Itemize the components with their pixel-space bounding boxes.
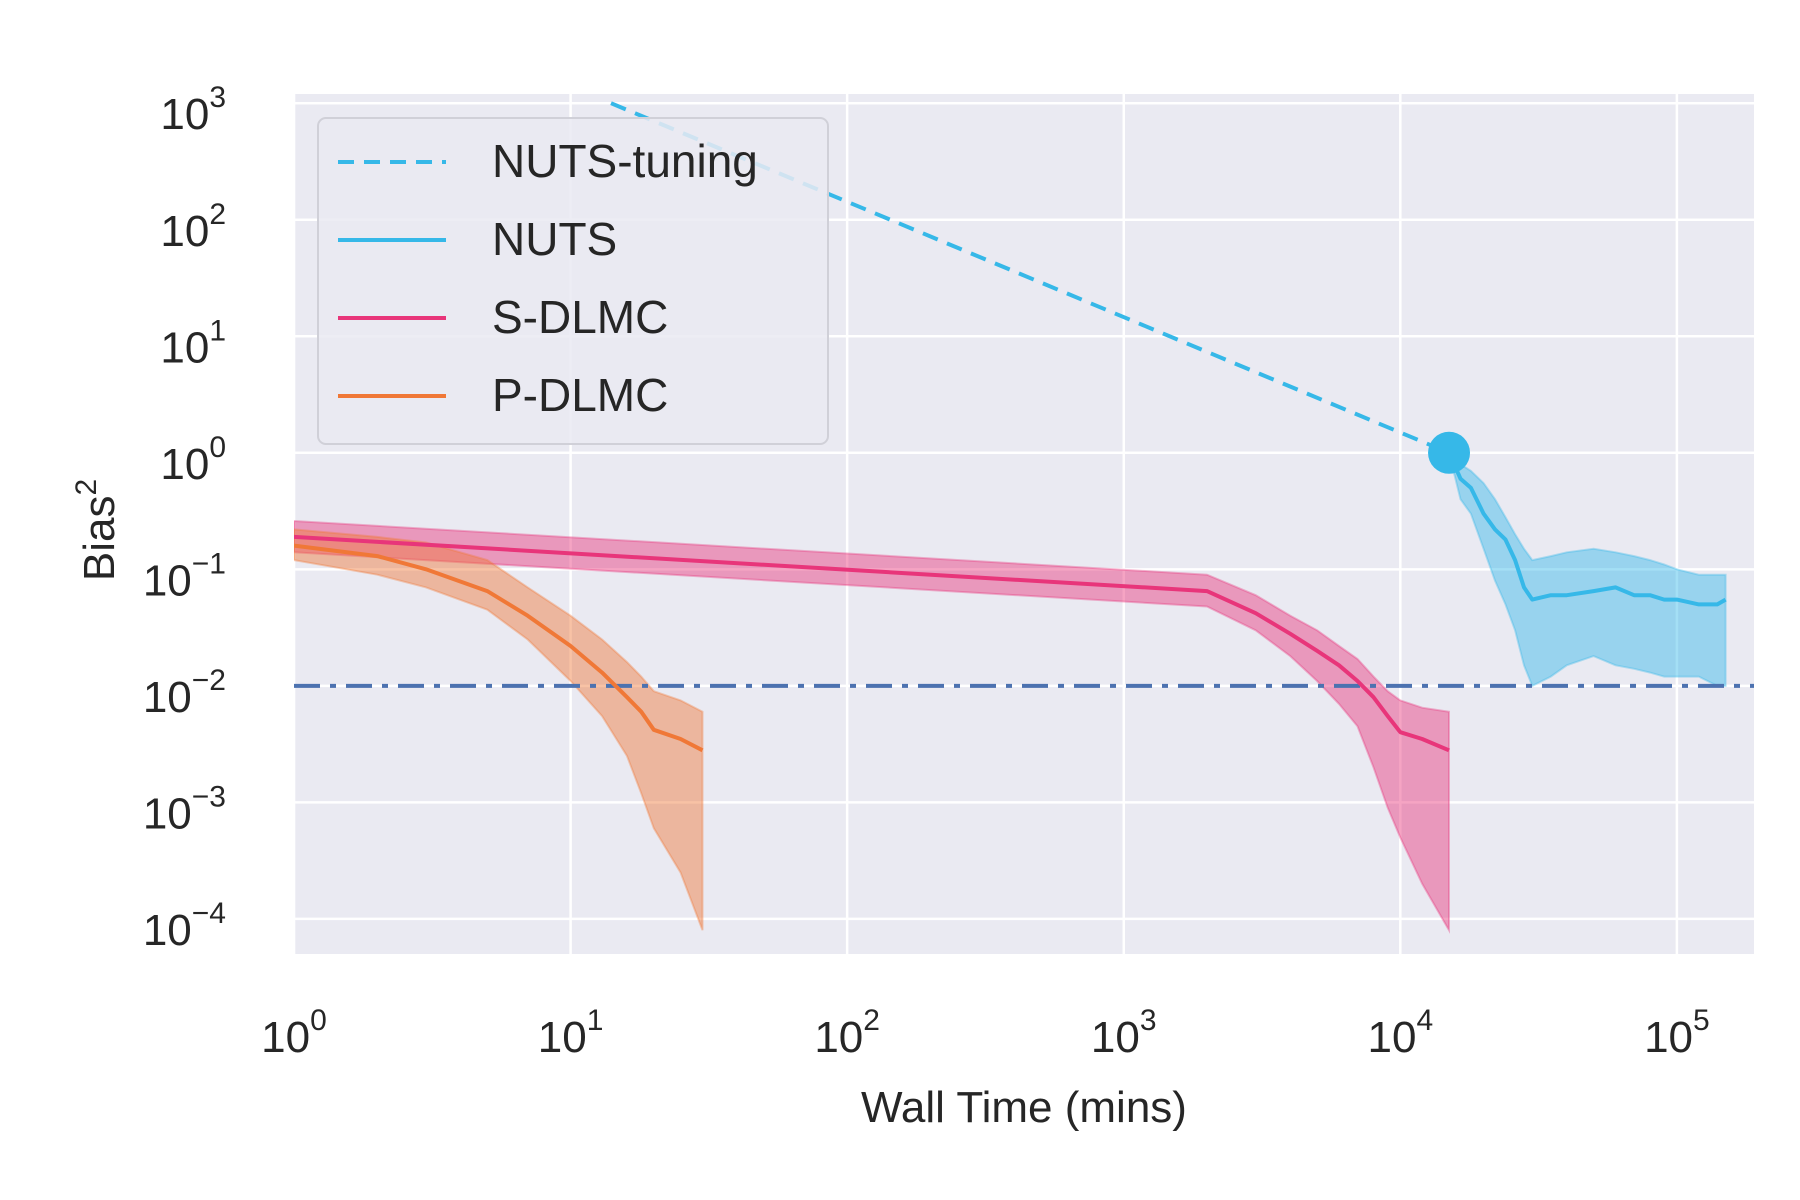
y-tick-base: 10: [143, 906, 192, 955]
x-tick-exp: 4: [1416, 1004, 1433, 1037]
y-tick-base: 10: [160, 323, 209, 372]
y-tick-base: 10: [143, 673, 192, 722]
y-tick-label: 10−4: [143, 897, 226, 955]
y-tick-exp: −3: [192, 780, 226, 813]
legend: NUTS-tuning NUTS S-DLMC P-DLMC: [317, 117, 829, 445]
series-lines: [294, 101, 1727, 753]
y-tick-label: 101: [160, 314, 226, 372]
y-tick-label: 10−2: [143, 664, 226, 722]
series-line-0: [610, 101, 1450, 455]
x-tick-exp: 0: [310, 1004, 327, 1037]
x-tick-label: 103: [1091, 1004, 1157, 1062]
y-tick-label: 102: [160, 198, 226, 256]
x-tick-label: 100: [261, 1004, 327, 1062]
series-band-1: [1447, 449, 1727, 688]
legend-label-1: NUTS: [492, 213, 617, 265]
x-tick-base: 10: [1091, 1013, 1140, 1062]
x-tick-label: 105: [1644, 1004, 1710, 1062]
series-line-2: [294, 534, 1450, 753]
y-tick-base: 10: [143, 556, 192, 605]
y-tick-label: 103: [160, 81, 226, 139]
x-tick-label: 104: [1368, 1004, 1434, 1062]
y-tick-base: 10: [160, 440, 209, 489]
y-tick-base: 10: [160, 90, 209, 139]
series-band-2: [294, 519, 1450, 934]
x-tick-label: 102: [814, 1004, 880, 1062]
y-tick-label: 10−1: [143, 547, 226, 605]
x-tick-base: 10: [814, 1013, 863, 1062]
y-tick-exp: 2: [209, 198, 226, 231]
y-tick-base: 10: [160, 207, 209, 256]
legend-frame: [317, 117, 829, 445]
y-tick-exp: −4: [192, 897, 226, 930]
series-band-3: [294, 528, 704, 931]
y-axis-title-sup: 2: [70, 479, 103, 496]
y-tick-exp: 3: [209, 81, 226, 114]
x-tick-labels: 100 101 102 103 104 105: [261, 1004, 1710, 1062]
y-tick-exp: 1: [209, 314, 226, 347]
x-tick-base: 10: [1644, 1013, 1693, 1062]
y-axis-title: Bias2: [70, 479, 124, 581]
x-tick-exp: 2: [863, 1004, 880, 1037]
y-tick-exp: −2: [192, 664, 226, 697]
y-tick-base: 10: [143, 789, 192, 838]
bands: [294, 449, 1727, 934]
legend-label-3: P-DLMC: [492, 369, 668, 421]
x-tick-exp: 5: [1693, 1004, 1710, 1037]
series-line-3: [294, 543, 704, 753]
legend-label-2: S-DLMC: [492, 291, 668, 343]
y-tick-label: 100: [160, 431, 226, 489]
legend-label-0: NUTS-tuning: [492, 135, 758, 187]
x-tick-base: 10: [1368, 1013, 1417, 1062]
x-tick-label: 101: [538, 1004, 604, 1062]
x-axis-title: Wall Time (mins): [861, 1083, 1187, 1132]
y-tick-exp: 0: [209, 431, 226, 464]
series-line-1: [1447, 451, 1727, 607]
y-tick-label: 10−3: [143, 780, 226, 838]
x-tick-base: 10: [261, 1013, 310, 1062]
y-axis-title-base: Bias: [75, 496, 124, 582]
x-tick-base: 10: [538, 1013, 587, 1062]
x-tick-exp: 3: [1140, 1004, 1157, 1037]
x-tick-exp: 1: [587, 1004, 604, 1037]
y-tick-exp: −1: [192, 547, 226, 580]
